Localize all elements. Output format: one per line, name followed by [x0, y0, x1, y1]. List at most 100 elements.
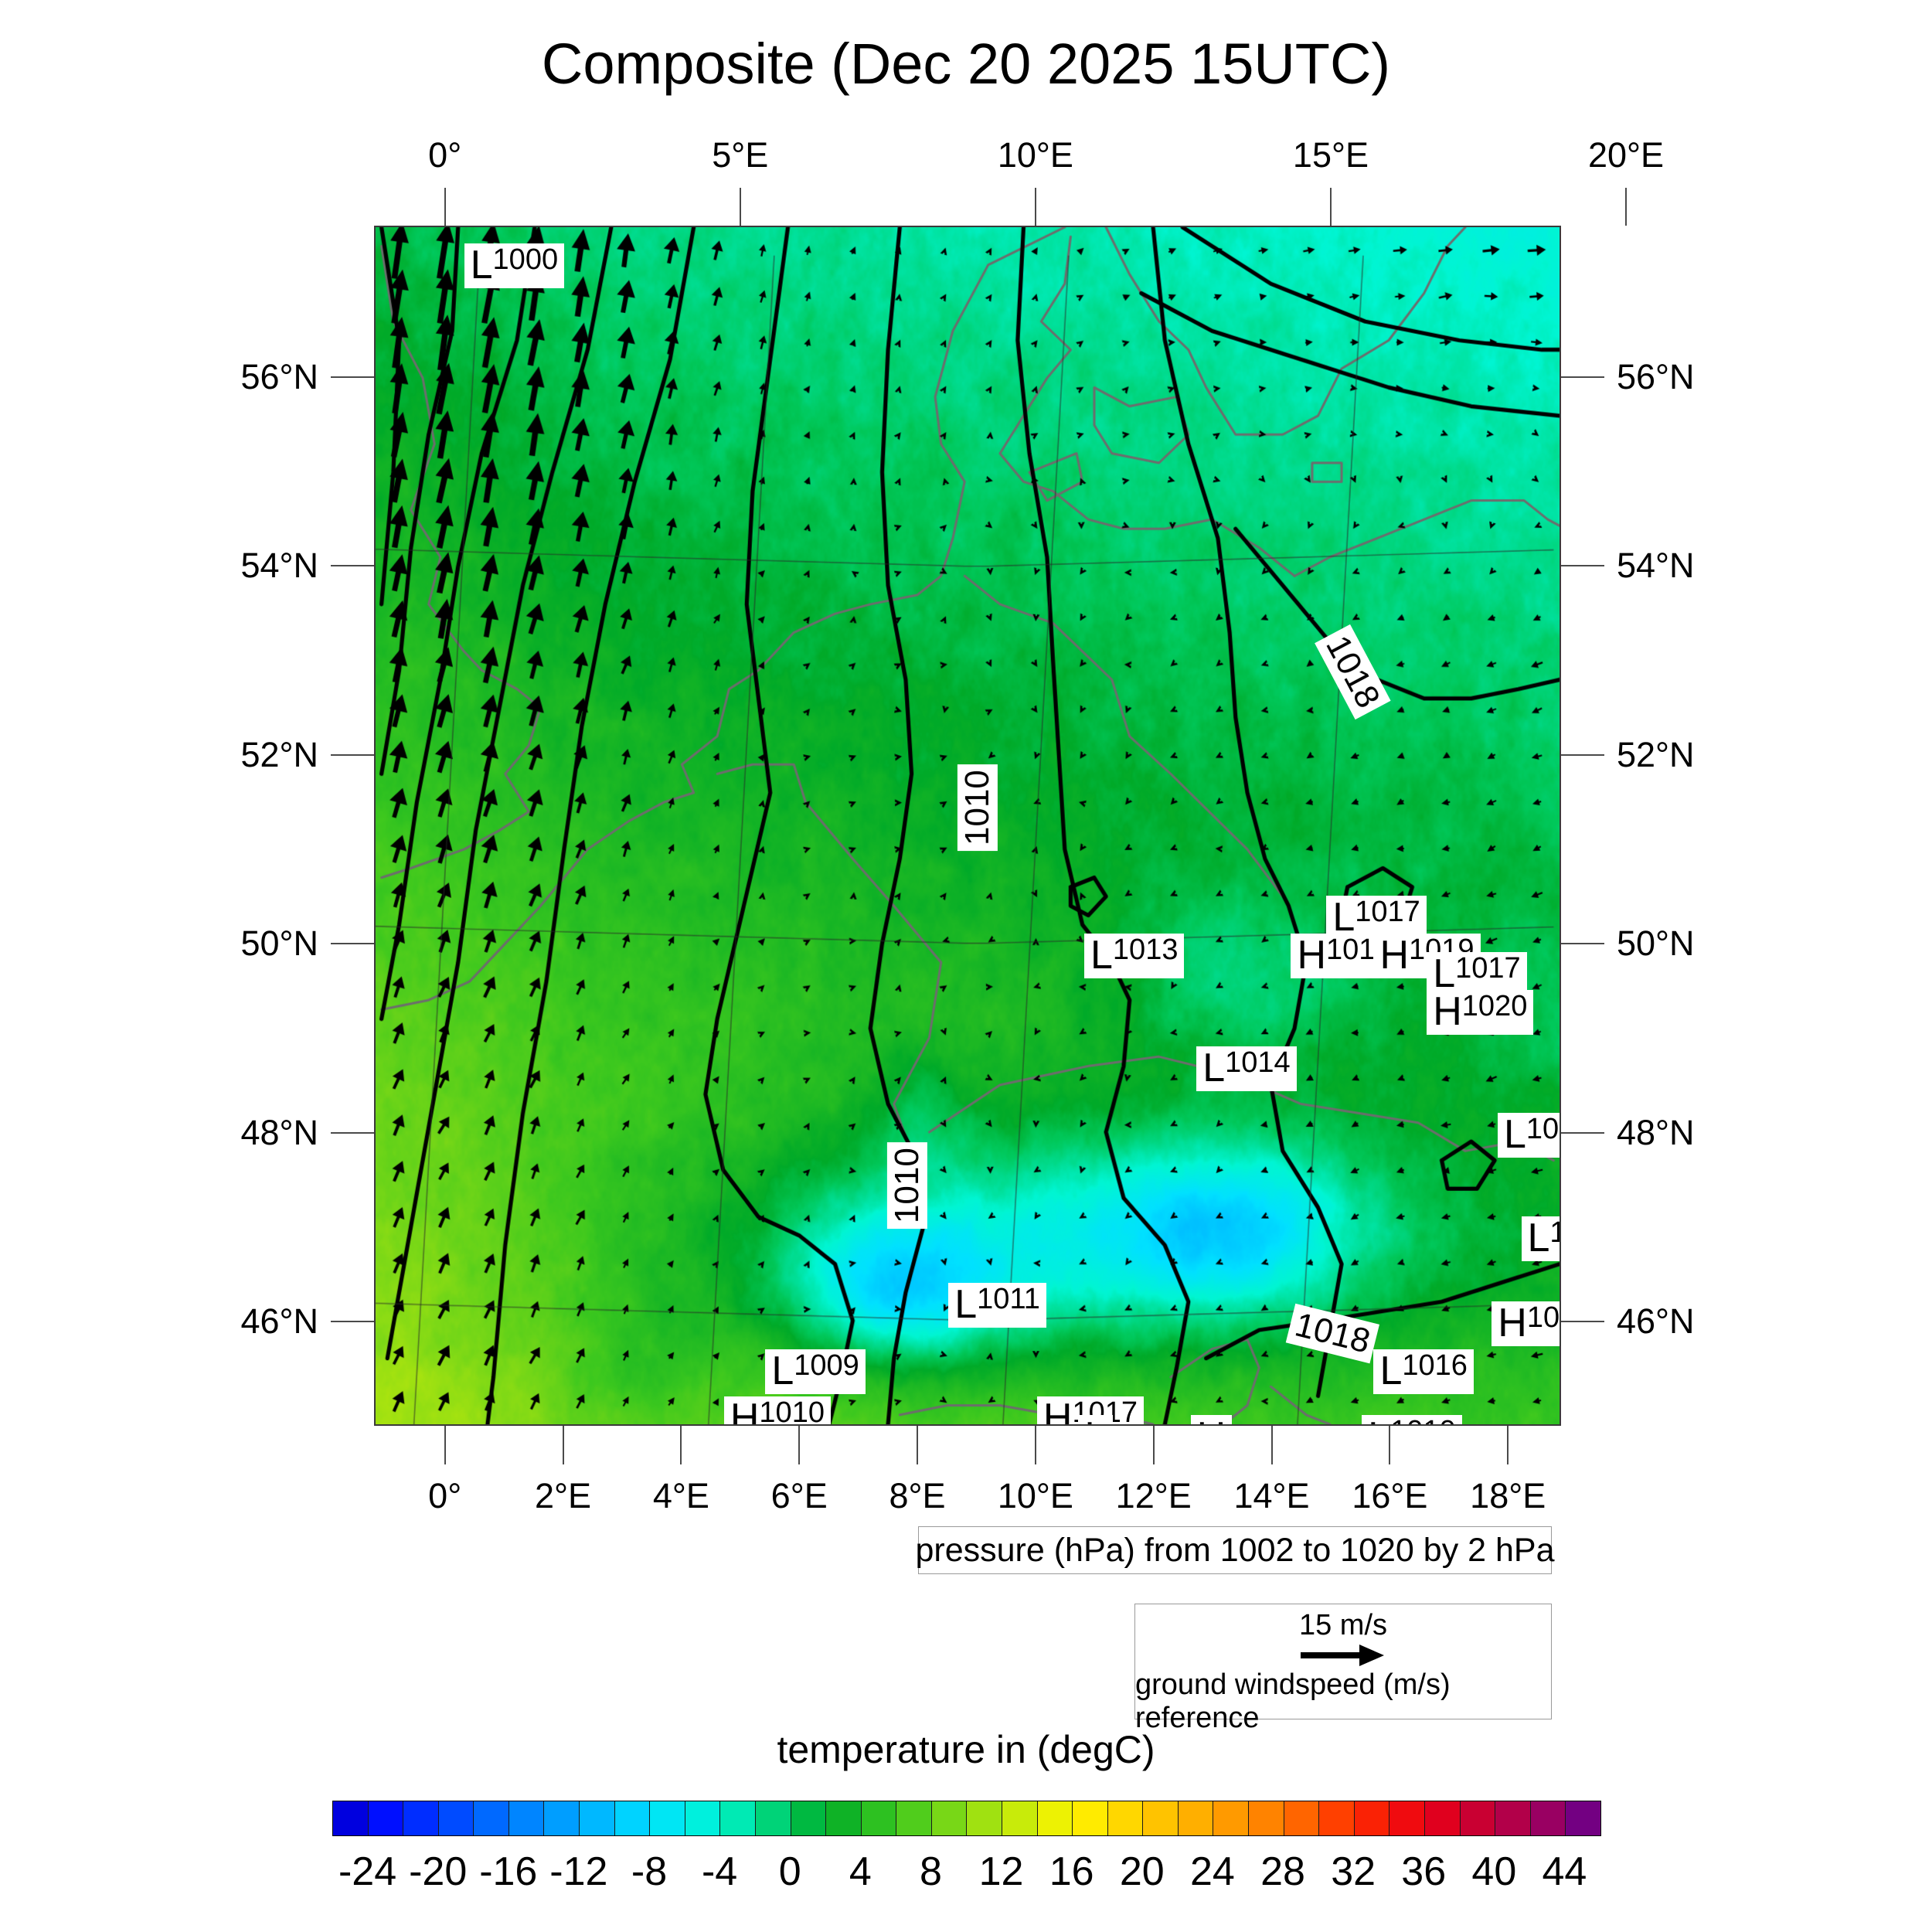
colorbar-swatch[interactable] — [614, 1801, 651, 1835]
high-pressure-label: H1020 — [1427, 988, 1534, 1035]
colorbar-swatch[interactable] — [1460, 1801, 1496, 1835]
tickmark-top-1 — [739, 188, 741, 226]
axis-tick-right-5: 46°N — [1617, 1301, 1695, 1342]
colorbar-swatch[interactable] — [720, 1801, 756, 1835]
axis-tick-right-2: 52°N — [1617, 734, 1695, 774]
low-pressure-label: L1017 — [1326, 894, 1427, 940]
colorbar-tick-label: 20 — [1119, 1849, 1165, 1894]
colorbar-tick-label: -20 — [409, 1849, 468, 1894]
colorbar-swatch[interactable] — [967, 1801, 1002, 1835]
axis-tick-left-4: 48°N — [240, 1112, 318, 1152]
map-plot-area[interactable]: L1000L1020L1020H1HL1017H1019H1019L1017H1… — [374, 226, 1561, 1426]
pressure-marker-value: 1019 — [1526, 1112, 1560, 1145]
high-pressure-label: H1019 — [1492, 1301, 1560, 1347]
colorbar-tick-label: 28 — [1260, 1849, 1305, 1894]
colorbar-swatch[interactable] — [1037, 1801, 1073, 1835]
pressure-marker-value: 1020 — [1461, 989, 1528, 1022]
axis-tick-left-2: 52°N — [240, 734, 318, 774]
right-arrow-icon — [1301, 1642, 1386, 1668]
pressure-marker-value: 1013 — [1112, 933, 1179, 966]
colorbar-swatch[interactable] — [861, 1801, 897, 1835]
colorbar-tick-label: 0 — [778, 1849, 801, 1894]
axis-tick-bottom-0: 0° — [428, 1476, 462, 1515]
colorbar-swatch[interactable] — [1424, 1801, 1461, 1835]
colorbar-swatch[interactable] — [1495, 1801, 1531, 1835]
pressure-marker-type: H — [1197, 1414, 1226, 1424]
pressure-marker-value: 1000 — [492, 243, 559, 276]
isobar-contour-label: 1010 — [957, 764, 998, 852]
colorbar-swatch[interactable] — [1284, 1801, 1320, 1835]
tickmark-right-4 — [1561, 1131, 1604, 1134]
pressure-marker-type: L — [1202, 1046, 1226, 1091]
colorbar-swatch[interactable] — [438, 1801, 474, 1835]
pressure-legend-text: pressure (hPa) from 1002 to 1020 by 2 hP… — [915, 1531, 1555, 1569]
axis-tick-top-2: 10°E — [997, 135, 1073, 175]
wind-reference-speed: 15 m/s — [1298, 1609, 1388, 1641]
axis-tick-top-4: 20°E — [1588, 135, 1665, 175]
colorbar-swatch[interactable] — [1319, 1801, 1355, 1835]
pressure-marker-type: L — [1433, 951, 1456, 997]
colorbar-swatch[interactable] — [650, 1801, 685, 1835]
axis-tick-bottom-7: 14°E — [1233, 1476, 1310, 1515]
tickmark-left-2 — [331, 753, 374, 756]
colorbar-swatch[interactable] — [1249, 1801, 1284, 1835]
tickmark-bottom-8 — [1389, 1426, 1391, 1464]
tickmark-bottom-3 — [798, 1426, 801, 1464]
tickmark-bottom-2 — [680, 1426, 682, 1464]
low-pressure-label: L1000 — [464, 243, 565, 288]
axis-tick-top-0: 0° — [428, 135, 462, 175]
colorbar-swatch[interactable] — [1073, 1801, 1108, 1835]
axis-tick-bottom-1: 2°E — [535, 1476, 592, 1515]
low-pressure-label: L — [1078, 1415, 1114, 1424]
low-pressure-label: L1009 — [765, 1349, 866, 1394]
colorbar-swatch[interactable] — [791, 1801, 827, 1835]
tickmark-left-3 — [331, 943, 374, 945]
colorbar-swatch[interactable] — [509, 1801, 545, 1835]
colorbar-swatch[interactable] — [1002, 1801, 1038, 1835]
colorbar-swatch[interactable] — [896, 1801, 932, 1835]
colorbar-swatch[interactable] — [826, 1801, 862, 1835]
colorbar-swatch[interactable] — [474, 1801, 509, 1835]
pressure-marker-value: 1019 — [1526, 1301, 1560, 1335]
colorbar-swatch[interactable] — [1213, 1801, 1250, 1835]
colorbar-swatch[interactable] — [368, 1801, 404, 1835]
low-pressure-label: L1016 — [1373, 1349, 1474, 1394]
colorbar-swatch[interactable] — [755, 1801, 791, 1835]
colorbar-swatch[interactable] — [931, 1801, 968, 1835]
colorbar-swatch[interactable] — [1530, 1801, 1566, 1835]
colorbar-swatch[interactable] — [544, 1801, 580, 1835]
low-pressure-label: L1011 — [948, 1283, 1046, 1328]
pressure-marker-value: 1011 — [977, 1283, 1040, 1316]
pressure-marker-type: H — [1433, 988, 1462, 1034]
axis-tick-bottom-3: 6°E — [770, 1476, 828, 1515]
tickmark-left-4 — [331, 1131, 374, 1134]
colorbar-tick-label: -8 — [631, 1849, 668, 1894]
tickmark-top-2 — [1034, 188, 1036, 226]
tickmark-right-5 — [1561, 1321, 1604, 1323]
tickmark-right-2 — [1561, 753, 1604, 756]
axis-tick-left-3: 50°N — [240, 923, 318, 964]
low-pressure-label: L1017 — [1427, 951, 1527, 998]
low-pressure-label: L1010 — [1362, 1415, 1462, 1424]
colorbar-swatch[interactable] — [580, 1801, 615, 1835]
pressure-marker-type: H — [1498, 1301, 1527, 1346]
colorbar-swatch[interactable] — [1107, 1801, 1144, 1835]
colorbar-tick-label: 16 — [1049, 1849, 1094, 1894]
colorbar-swatch[interactable] — [1178, 1801, 1214, 1835]
pressure-marker-type: L — [954, 1282, 978, 1328]
temperature-colorbar[interactable] — [332, 1801, 1601, 1836]
colorbar-swatch[interactable] — [1566, 1801, 1600, 1835]
axis-tick-right-0: 56°N — [1617, 356, 1695, 396]
axis-tick-top-1: 5°E — [712, 135, 769, 175]
colorbar-swatch[interactable] — [1354, 1801, 1390, 1835]
pressure-marker-value: 1014 — [1225, 1046, 1291, 1080]
colorbar-swatch[interactable] — [403, 1801, 439, 1835]
colorbar-swatch[interactable] — [685, 1801, 721, 1835]
pressure-marker-value: 1017 — [1455, 952, 1521, 985]
axis-tick-bottom-5: 10°E — [997, 1476, 1073, 1515]
colorbar-swatch[interactable] — [1143, 1801, 1179, 1835]
colorbar-swatch[interactable] — [333, 1801, 369, 1835]
pressure-marker-type: L — [1332, 894, 1355, 940]
colorbar-swatch[interactable] — [1389, 1801, 1425, 1835]
